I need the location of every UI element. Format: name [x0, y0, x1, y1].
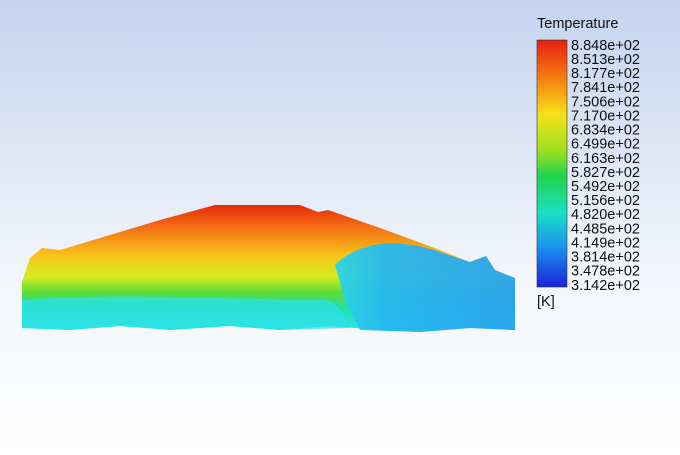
- legend-tick-label: 6.499e+02: [571, 137, 640, 153]
- legend-tick-label: 7.841e+02: [571, 80, 640, 96]
- legend-tick-label: 6.834e+02: [571, 123, 640, 139]
- legend-unit: [K]: [537, 294, 555, 310]
- legend-tick-label: 7.506e+02: [571, 94, 640, 110]
- legend-tick-label: 7.170e+02: [571, 108, 640, 124]
- contour-field: [22, 205, 515, 332]
- legend-tick-label: 3.478e+02: [571, 264, 640, 280]
- legend-tick-label: 5.492e+02: [571, 179, 640, 195]
- legend-tick-label: 3.142e+02: [571, 278, 640, 294]
- legend-tick-label: 4.820e+02: [571, 207, 640, 223]
- legend-title: Temperature: [537, 16, 618, 32]
- legend-tick-label: 3.814e+02: [571, 250, 640, 266]
- legend-tick-label: 8.513e+02: [571, 52, 640, 68]
- legend-tick-label: 5.156e+02: [571, 193, 640, 209]
- legend-tick-label: 5.827e+02: [571, 165, 640, 181]
- legend-tick-label: 4.149e+02: [571, 235, 640, 251]
- legend-tick-label: 8.848e+02: [571, 38, 640, 54]
- color-legend: Temperature [K] 8.848e+028.513e+028.177e…: [536, 16, 640, 310]
- legend-tick-label: 4.485e+02: [571, 221, 640, 237]
- legend-tick-label: 8.177e+02: [571, 66, 640, 82]
- color-bar: [536, 39, 568, 288]
- legend-tick-label: 6.163e+02: [571, 151, 640, 167]
